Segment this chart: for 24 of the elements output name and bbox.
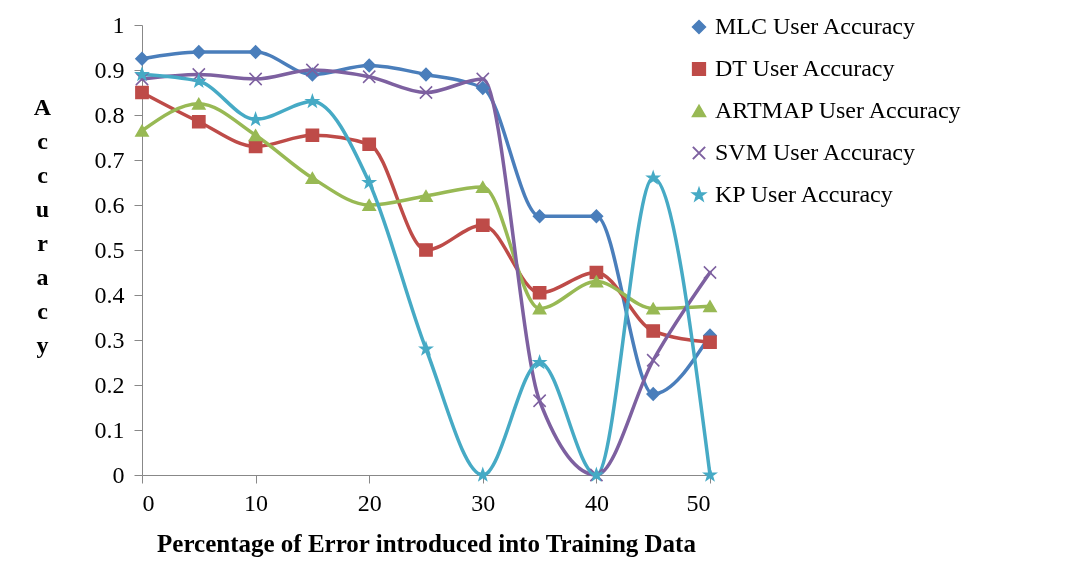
y-tick-label: 0.6 [94,191,125,218]
legend-label: MLC User Accuracy [715,13,915,39]
y-tick-label: 1 [112,11,125,38]
y-tick-label: 0.8 [94,101,125,128]
legend-label: DT User Accuracy [715,55,895,81]
x-tick-label: 30 [471,489,496,516]
y-tick-label: 0.9 [94,56,125,83]
x-tick-label: 0 [142,489,155,516]
x-axis-title: Percentage of Error introduced into Training Data [157,529,697,557]
x-tick-label: 40 [584,489,609,516]
x-tick-label: 20 [357,489,382,516]
y-tick-label: 0.2 [94,371,125,398]
legend-label: KP User Accuracy [715,181,893,207]
y-tick-label: 0.5 [94,236,125,263]
y-tick-label: 0.4 [94,281,125,308]
x-tick-label: 10 [244,489,269,516]
x-tick-label: 50 [686,489,711,516]
y-tick-label: 0.1 [94,416,125,443]
legend-label: SVM User Accuracy [715,139,915,165]
legend-label: ARTMAP User Accuracy [715,97,961,123]
y-tick-label: 0.3 [94,326,125,353]
y-axis-title: Accuracy [33,93,52,358]
y-tick-label: 0 [112,461,125,488]
y-tick-label: 0.7 [94,146,125,173]
